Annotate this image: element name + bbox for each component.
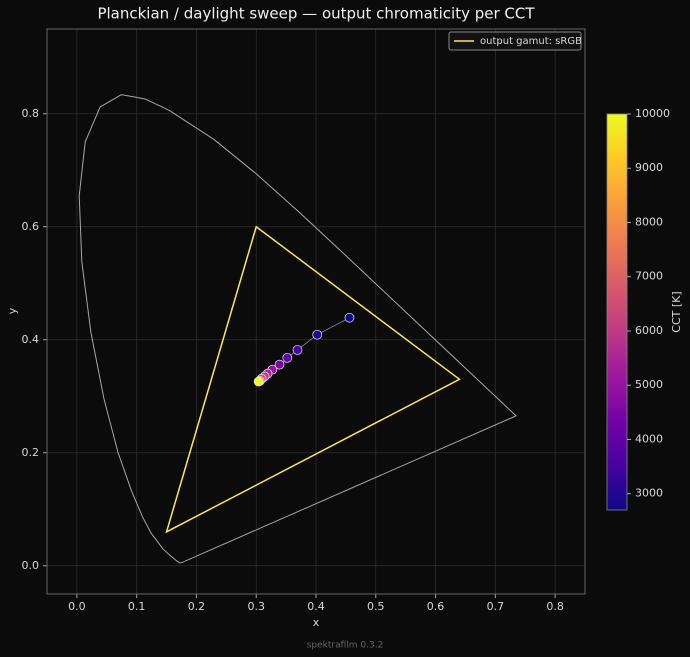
colorbar-tick-label: 9000 xyxy=(635,161,663,174)
x-tick-label: 0.2 xyxy=(188,600,206,613)
legend-label: output gamut: sRGB xyxy=(480,36,582,47)
y-tick-label: 0.2 xyxy=(22,446,40,459)
colorbar-tick-label: 8000 xyxy=(635,215,663,228)
point xyxy=(344,312,355,323)
x-tick-label: 0.8 xyxy=(546,600,564,613)
point xyxy=(312,329,323,340)
colorbar xyxy=(606,113,628,511)
y-axis-label: y xyxy=(6,307,19,314)
y-tick-label: 0.4 xyxy=(22,333,40,346)
x-tick-label: 0.4 xyxy=(307,600,325,613)
point xyxy=(292,345,303,355)
colorbar-tick-label: 4000 xyxy=(635,432,663,445)
y-tick-label: 0.6 xyxy=(22,220,40,233)
x-axis-label: x xyxy=(313,616,320,629)
footer: spektrafilm 0.3.2 xyxy=(307,641,384,651)
y-tick-label: 0.0 xyxy=(22,559,40,572)
colorbar-tick-label: 6000 xyxy=(635,324,663,337)
y-tick-label: 0.8 xyxy=(22,107,40,120)
colorbar-tick-label: 5000 xyxy=(635,378,663,391)
x-tick-label: 0.1 xyxy=(128,600,146,613)
chart-title: Planckian / daylight sweep — output chro… xyxy=(97,5,535,23)
gamut-triangle xyxy=(165,225,461,534)
x-tick-label: 0.5 xyxy=(367,600,385,613)
point xyxy=(274,359,285,370)
x-tick-label: 0.6 xyxy=(427,600,445,613)
point xyxy=(282,352,293,363)
colorbar-tick-label: 10000 xyxy=(635,107,670,120)
plot-frame xyxy=(46,28,586,595)
colorbar-tick-label: 3000 xyxy=(635,487,663,500)
colorbar-label: CCT [K] xyxy=(670,291,683,332)
x-tick-label: 0.3 xyxy=(247,600,265,613)
x-tick-label: 0.0 xyxy=(68,600,86,613)
colorbar-tick-label: 7000 xyxy=(635,270,663,283)
point xyxy=(253,376,264,387)
x-tick-label: 0.7 xyxy=(487,600,505,613)
spectral-locus xyxy=(78,94,517,564)
legend: output gamut: sRGB xyxy=(448,31,582,51)
legend-box xyxy=(448,31,582,51)
